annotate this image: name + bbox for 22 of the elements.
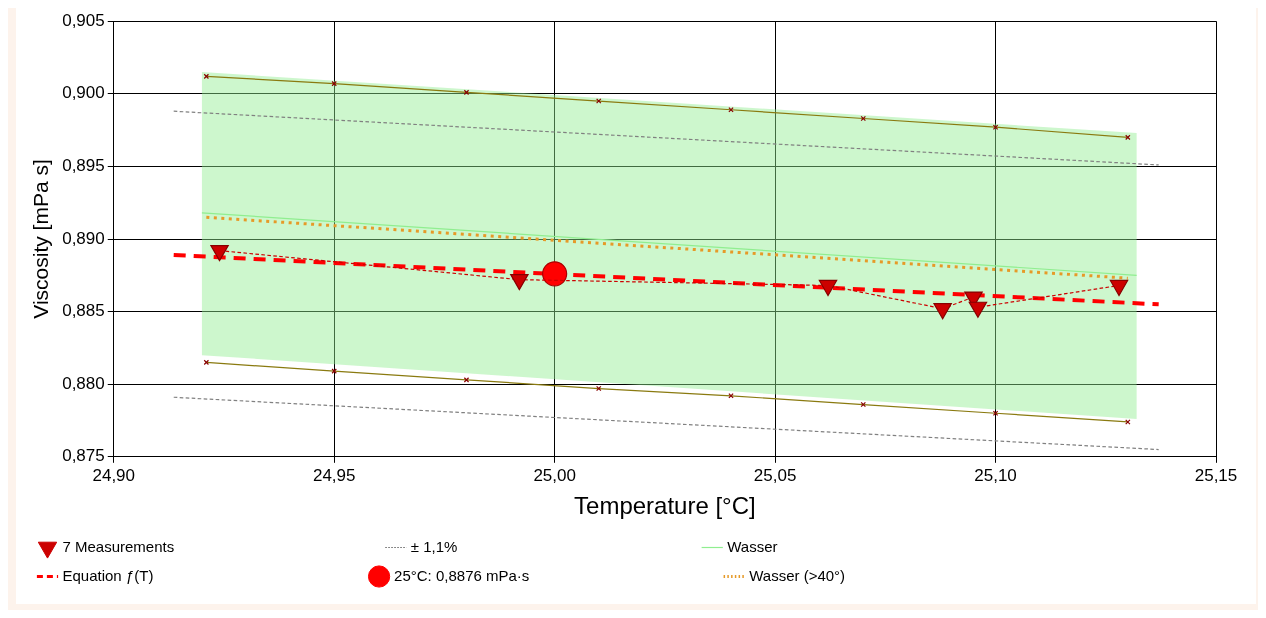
x-tick-label: 24,95 [312, 465, 356, 485]
y-axis-title: Viscosity [mPa s] [29, 159, 53, 319]
y-tick-label: 0,900 [62, 83, 105, 103]
y-tick-label: 0,905 [62, 10, 105, 30]
y-tick-label: 0,875 [62, 446, 105, 466]
legend-label: 25°C: 0,8876 mPa·s [394, 566, 713, 584]
legend-label: ± 1,1% [410, 537, 691, 555]
point [542, 261, 568, 287]
y-tick-label: 0,895 [62, 156, 105, 176]
legend-label: Equation ƒ(T) [62, 566, 358, 584]
x-tick-label: 25,05 [753, 465, 797, 485]
y-tick-label: 0,880 [62, 373, 105, 393]
legend-label: 7 Measurements [62, 537, 375, 555]
x-tick-label: 25,10 [974, 465, 1017, 485]
x-tick-label: 25,15 [1194, 465, 1238, 485]
y-tick-label: 0,885 [62, 301, 105, 321]
x-tick-label: 24,90 [92, 465, 136, 485]
x-axis-title: Temperature [°C] [574, 492, 756, 520]
legend-label: Wasser (>40°) [749, 566, 1050, 584]
x-tick-label: 25,00 [533, 465, 576, 485]
legend-label: Wasser [727, 537, 1011, 555]
y-tick-label: 0,890 [62, 228, 105, 248]
